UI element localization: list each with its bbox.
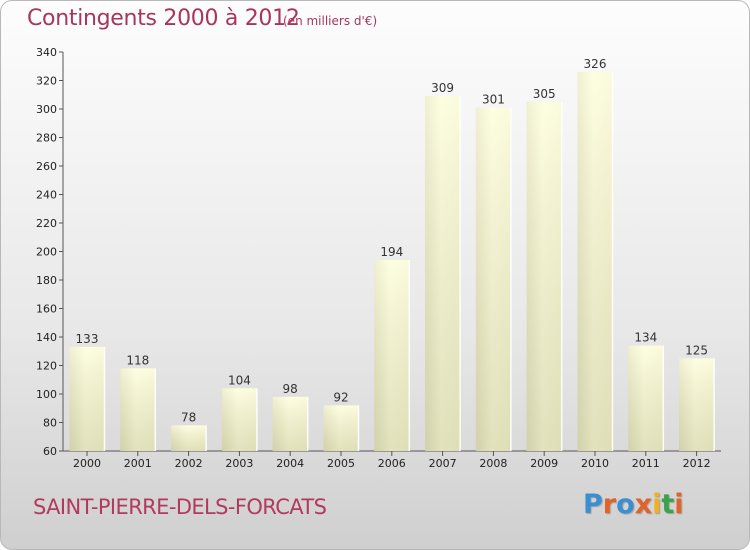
bar-shade — [374, 260, 410, 451]
proxiti-logo: Proxiti — [583, 489, 684, 520]
bar-shade — [272, 396, 308, 451]
y-tick-label: 240 — [36, 189, 57, 202]
y-tick-label: 320 — [36, 75, 57, 88]
bar-value-label: 194 — [380, 245, 403, 259]
y-tick-label: 260 — [36, 160, 57, 173]
y-tick-label: 340 — [36, 46, 57, 59]
bar-value-label: 133 — [76, 332, 99, 346]
x-tick-label: 2002 — [175, 457, 203, 470]
bar-shade — [69, 346, 105, 451]
x-tick-label: 2003 — [225, 457, 253, 470]
bar-shade — [323, 405, 359, 451]
y-tick-label: 300 — [36, 103, 57, 116]
bar-value-label: 309 — [431, 81, 454, 95]
x-tick-label: 2005 — [327, 457, 355, 470]
x-tick-label: 2012 — [683, 457, 711, 470]
axis-layer: 60 80 100 120 140 160 180 200 220 240 260 280 300 320… — [36, 46, 721, 458]
commune-name: SAINT-PIERRE-DELS-FORCATS — [33, 495, 327, 519]
x-tick-label: 2009 — [530, 457, 558, 470]
labels-layer: 133 2000 118 2001 78 2002 104 2003 98 2004 92 2005 1… — [73, 57, 711, 470]
bar-value-label: 305 — [533, 87, 556, 101]
chart-title: Contingents 2000 à 2012 — [27, 6, 300, 31]
bar-shade — [577, 71, 613, 451]
y-tick-label: 200 — [36, 246, 57, 259]
y-tick-label: 80 — [43, 417, 57, 430]
bar-shade — [475, 107, 511, 451]
bar-shade — [120, 368, 156, 451]
bar-value-label: 118 — [126, 353, 149, 367]
x-tick-label: 2010 — [581, 457, 609, 470]
y-tick-label: 180 — [36, 274, 57, 287]
y-tick-label: 220 — [36, 217, 57, 230]
bar-value-label: 92 — [333, 390, 348, 404]
bar-value-label: 301 — [482, 93, 505, 107]
bar-shade — [425, 96, 461, 452]
bar-shade — [679, 358, 715, 451]
x-tick-label: 2007 — [429, 457, 457, 470]
y-tick-label: 280 — [36, 132, 57, 145]
bars-layer — [69, 71, 715, 452]
bar-value-label: 326 — [584, 57, 607, 71]
x-tick-label: 2008 — [479, 457, 507, 470]
y-tick-label: 160 — [36, 303, 57, 316]
y-tick-label: 60 — [43, 445, 57, 458]
chart-subtitle: (en milliers d'€) — [283, 14, 378, 28]
x-tick-label: 2000 — [73, 457, 101, 470]
x-tick-label: 2001 — [124, 457, 152, 470]
bar-value-label: 134 — [634, 331, 657, 345]
x-tick-label: 2004 — [276, 457, 304, 470]
bar-shade — [628, 345, 664, 451]
y-tick-label: 120 — [36, 360, 57, 373]
y-tick-label: 100 — [36, 388, 57, 401]
bar-shade — [171, 425, 207, 451]
bar-value-label: 125 — [685, 343, 708, 357]
bar-value-label: 78 — [181, 410, 196, 424]
bar-shade — [221, 388, 257, 451]
y-tick-label: 140 — [36, 331, 57, 344]
bar-value-label: 98 — [283, 382, 298, 396]
bar-value-label: 104 — [228, 373, 251, 387]
x-tick-label: 2011 — [632, 457, 660, 470]
bar-shade — [526, 101, 562, 451]
x-tick-label: 2006 — [378, 457, 406, 470]
